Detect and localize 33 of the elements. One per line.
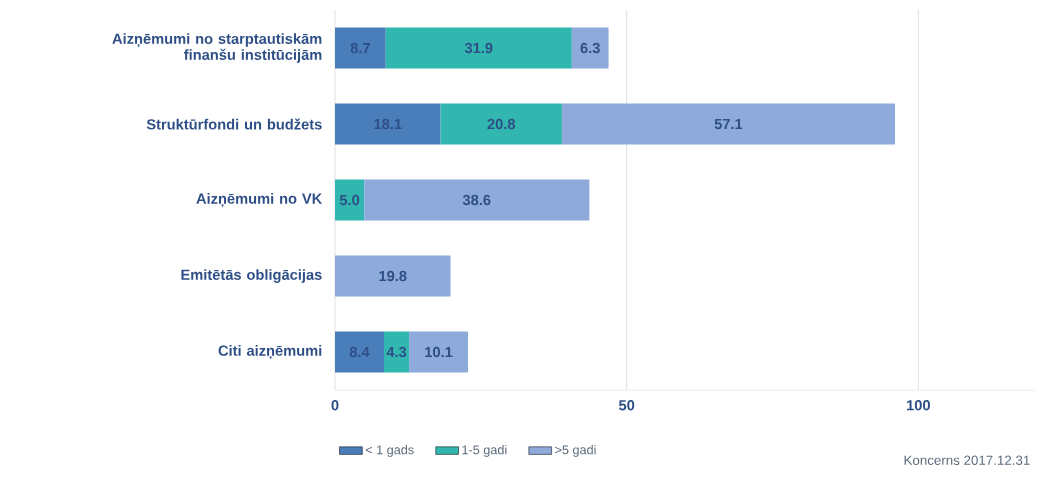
data-label: 5.0: [339, 194, 360, 206]
data-label: 31.9: [464, 42, 493, 54]
data-label: 6.3: [580, 42, 600, 54]
bar: [561, 103, 896, 145]
bar: [440, 103, 562, 145]
bar: [335, 331, 384, 373]
y-tick-label: Citi aizņēmumi: [218, 345, 322, 359]
y-tick-label: Aizņēmumi no VK: [196, 193, 323, 207]
y-tick-label: Aizņēmumi no starptautiskām finanšu institūcijām: [112, 33, 322, 63]
bar: [335, 27, 386, 69]
bar: [571, 27, 609, 69]
data-label: 38.6: [462, 194, 491, 206]
y-tick-label: Struktūrfondi un budžets: [146, 118, 322, 130]
bar: [335, 255, 451, 297]
data-label: 20.8: [487, 118, 516, 130]
bar: [385, 27, 572, 69]
legend-label: < 1 gads: [365, 445, 414, 457]
bar: [364, 179, 590, 221]
data-label: 4.3: [386, 346, 407, 358]
legend-label: >5 gadi: [555, 445, 596, 457]
x-tick-label: 0: [331, 400, 339, 411]
bar: [335, 103, 441, 145]
data-label: 10.1: [425, 346, 453, 358]
bar: [335, 179, 365, 221]
bar: [409, 331, 468, 373]
data-label: 19.8: [379, 270, 407, 282]
x-tick-label: 50: [618, 400, 635, 411]
legend-label: 1-5 gadi: [462, 445, 507, 457]
text: Koncerns 2017.12.31: [904, 455, 1030, 465]
y-tick-label: Emitētās obligācijas: [181, 269, 322, 283]
data-label: 57.1: [714, 118, 743, 130]
bar: [384, 331, 410, 373]
x-tick-label: 100: [907, 400, 930, 411]
